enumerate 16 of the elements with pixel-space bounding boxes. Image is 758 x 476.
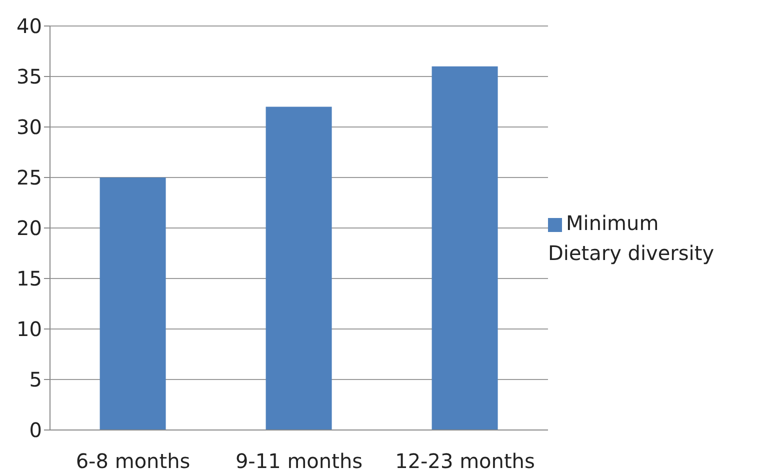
y-tick-label: 10 [16, 317, 42, 342]
y-tick-label: 25 [16, 166, 42, 190]
bar [432, 66, 498, 430]
y-tick-label: 40 [16, 14, 42, 38]
bar [266, 106, 332, 430]
bar [100, 178, 166, 430]
y-tick-label: 35 [16, 64, 42, 89]
y-tick-label: 15 [16, 266, 42, 291]
y-tick-label: 20 [16, 216, 42, 240]
y-tick-label: 5 [29, 368, 42, 392]
y-tick-label: 0 [29, 418, 42, 442]
legend-label: Minimum Dietary diversity [548, 211, 714, 265]
x-tick-label: 6-8 months [76, 449, 190, 474]
x-tick-label: 12-23 months [395, 449, 535, 474]
x-tick-label: 9-11 months [235, 449, 363, 474]
y-tick-label: 30 [16, 115, 42, 140]
